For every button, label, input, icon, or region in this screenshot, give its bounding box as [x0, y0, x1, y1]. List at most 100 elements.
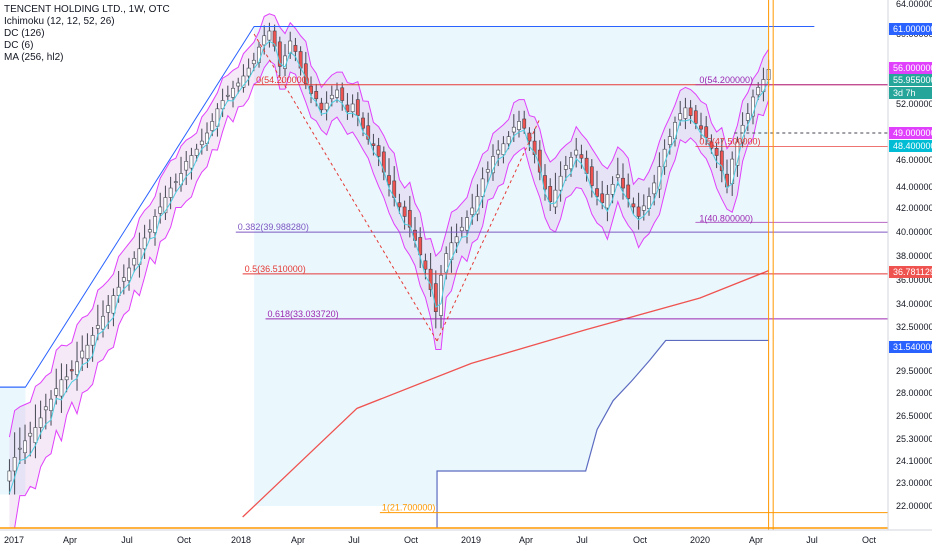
candle-body — [277, 41, 282, 67]
price-label-bg — [889, 62, 932, 74]
fib-label: 0.5(36.510000) — [245, 264, 306, 274]
candle-body — [75, 361, 79, 375]
candle-body — [719, 150, 724, 172]
ichimoku-cloud-left — [0, 387, 26, 495]
y-tick-label: 40.000000 — [896, 227, 932, 237]
legend-dc6[interactable]: DC (6) — [4, 40, 34, 51]
candle-body — [636, 206, 641, 217]
candle-body — [210, 121, 215, 131]
candle-body — [17, 447, 22, 450]
candle-body — [527, 132, 532, 142]
candle-body — [595, 188, 599, 197]
candle-body — [262, 35, 267, 46]
fib2-label: 0.5(47.500000) — [699, 137, 760, 147]
candle-body — [407, 210, 412, 228]
x-tick-label: Apr — [291, 535, 305, 545]
price-label: 61.000000 — [893, 24, 932, 34]
candle-body — [615, 174, 620, 178]
candle-body — [95, 325, 100, 329]
x-tick-label: Apr — [519, 535, 533, 545]
x-tick-label: Oct — [404, 535, 419, 545]
x-tick-label: 2018 — [231, 535, 251, 545]
price-label: 3d 7h — [893, 88, 916, 98]
candle-body — [231, 87, 235, 98]
candle-body — [236, 82, 241, 87]
candle-body — [345, 104, 350, 113]
candle-body — [693, 110, 698, 124]
candle-body — [12, 457, 17, 472]
candle-body — [563, 165, 568, 170]
y-tick-label: 26.500000 — [896, 411, 932, 421]
candle-body — [116, 286, 121, 296]
legend-title[interactable]: TENCENT HOLDING LTD., 1W, OTC — [4, 4, 170, 15]
candle-body — [335, 89, 339, 98]
candle-body — [355, 99, 360, 116]
price-label: 56.000000 — [893, 63, 932, 73]
y-tick-label: 29.500000 — [896, 366, 932, 376]
x-tick-label: 2020 — [690, 535, 710, 545]
y-tick-label: 38.000000 — [896, 251, 932, 261]
x-tick-label: Oct — [862, 535, 877, 545]
candle-body — [142, 237, 147, 250]
candle-body — [631, 203, 636, 208]
candle-body — [371, 143, 376, 146]
x-tick-label: Jul — [806, 535, 818, 545]
candle-body — [257, 46, 261, 63]
candle-body — [43, 406, 48, 411]
price-label: 55.955000 — [893, 75, 932, 85]
legend-dc126[interactable]: DC (126) — [4, 28, 45, 39]
candle-body — [647, 196, 651, 209]
candle-body — [579, 154, 584, 159]
candle-body — [397, 202, 402, 208]
candle-body — [267, 30, 272, 41]
candle-body — [418, 237, 423, 256]
candle-body — [501, 143, 506, 155]
candle-body — [121, 277, 126, 282]
candle-body — [225, 94, 230, 97]
y-tick-label: 32.500000 — [896, 322, 932, 332]
y-tick-label: 46.000000 — [896, 155, 932, 165]
price-label: 49.000000 — [893, 128, 932, 138]
candle-body — [667, 136, 672, 146]
y-tick-label: 52.000000 — [896, 99, 932, 109]
legend-ichimoku[interactable]: Ichimoku (12, 12, 52, 26) — [4, 16, 115, 27]
fib-label: 0.382(39.988280) — [238, 222, 309, 232]
candle-body — [589, 166, 594, 186]
candle-body — [38, 417, 43, 428]
candle-body — [49, 398, 53, 411]
candle-body — [184, 161, 189, 171]
candle-body — [537, 149, 542, 173]
candle-body — [340, 87, 345, 101]
candle-body — [168, 187, 173, 198]
candle-body — [558, 175, 563, 191]
candle-body — [158, 206, 163, 214]
candle-body — [511, 126, 516, 133]
candle-body — [246, 67, 251, 77]
candle-body — [350, 103, 355, 113]
candle-body — [132, 258, 137, 266]
dc6-band — [9, 13, 769, 528]
candle-body — [756, 87, 761, 96]
fib2-label: 1(40.800000) — [699, 213, 753, 223]
legend-ma[interactable]: MA (256, hl2) — [4, 52, 64, 63]
candle-body — [293, 45, 298, 52]
candle-body — [751, 96, 755, 117]
candle-body — [194, 148, 199, 156]
candle-body — [626, 184, 631, 199]
candle-body — [641, 205, 646, 211]
candle-body — [314, 91, 319, 100]
x-tick-label: Oct — [633, 535, 648, 545]
candle-body — [522, 118, 527, 129]
candle-body — [173, 181, 178, 183]
candle-body — [491, 156, 495, 174]
candle-body — [101, 315, 105, 330]
candle-body — [59, 379, 64, 397]
candle-body — [251, 59, 256, 65]
candle-body — [23, 440, 27, 454]
candle-body — [532, 140, 537, 155]
candle-body — [621, 177, 625, 189]
candle-body — [423, 260, 428, 270]
candle-body — [361, 117, 365, 129]
x-tick-label: Apr — [63, 535, 77, 545]
